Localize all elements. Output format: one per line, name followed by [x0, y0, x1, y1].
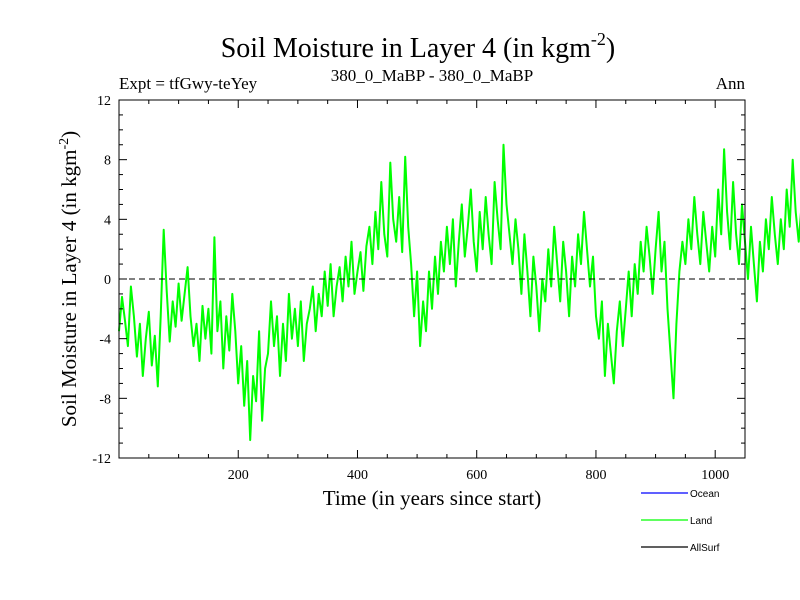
legend-label-ocean: Ocean — [690, 489, 719, 500]
subtitle-season: Ann — [716, 74, 746, 93]
series-line-land — [118, 143, 800, 442]
x-tick-label: 400 — [347, 468, 368, 483]
x-tick-label: 800 — [585, 468, 606, 483]
axis-ticks: -12 -8 -4 0 4 8 12 200 400 600 800 1000 — [92, 94, 745, 483]
subtitle-experiment: Expt = tfGwy-teYey — [119, 74, 258, 93]
x-tick-label: 1000 — [701, 468, 729, 483]
y-axis-label: Soil Moisture in Layer 4 (in kgm-2) — [57, 131, 81, 427]
y-tick-label: 4 — [104, 213, 111, 228]
x-tick-label: 600 — [466, 468, 487, 483]
y-tick-label: 0 — [104, 273, 111, 288]
chart-title: Soil Moisture in Layer 4 (in kgm-2) — [221, 29, 616, 64]
x-axis-label: Time (in years since start) — [323, 486, 542, 510]
series-layer — [118, 143, 800, 442]
subtitle-period: 380_0_MaBP - 380_0_MaBP — [331, 66, 533, 85]
legend-label-land: Land — [690, 516, 712, 527]
y-tick-label: -8 — [99, 392, 111, 407]
y-tick-label: 12 — [97, 94, 111, 109]
y-tick-label: 8 — [104, 154, 111, 169]
x-tick-label: 200 — [228, 468, 249, 483]
y-tick-label: -12 — [92, 452, 111, 467]
legend-label-allsurf: AllSurf — [690, 543, 720, 554]
y-tick-label: -4 — [99, 333, 111, 348]
legend: Ocean Land AllSurf — [641, 489, 720, 554]
